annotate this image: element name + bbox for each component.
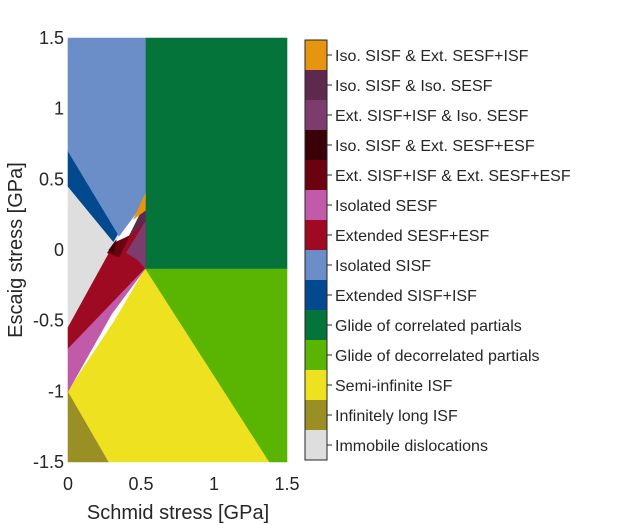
x-axis-ticks: 0 0.5 1 1.5 bbox=[63, 474, 300, 494]
x-tick-label: 1.5 bbox=[274, 474, 299, 494]
x-tick-label: 0 bbox=[63, 474, 73, 494]
y-tick-label: -1 bbox=[48, 381, 64, 401]
y-axis-label: Escaig stress [GPa] bbox=[5, 162, 27, 338]
legend-swatch-ext-sisf-isf-iso-sesf bbox=[305, 100, 327, 131]
legend-label-extended-sesf-esf: Extended SESF+ESF bbox=[335, 228, 490, 245]
legend-label-iso-sisf-iso-sesf: Iso. SISF & Iso. SESF bbox=[335, 78, 493, 95]
legend-swatch-extended-sisf-isf bbox=[305, 280, 327, 311]
legend-label-immobile: Immobile dislocations bbox=[335, 438, 488, 455]
legend-swatch-isolated-sisf bbox=[305, 250, 327, 281]
legend-label-ext-sisf-isf-iso-sesf: Ext. SISF+ISF & Iso. SESF bbox=[335, 108, 529, 125]
legend-label-extended-sisf-isf: Extended SISF+ISF bbox=[335, 288, 477, 305]
legend-label-infinitely-long-isf: Infinitely long ISF bbox=[335, 408, 458, 425]
region-iso-sisf-ext-sesf-isf bbox=[132, 193, 146, 220]
legend-label-iso-sisf-ext-sesf-isf: Iso. SISF & Ext. SESF+ISF bbox=[335, 48, 529, 65]
legend-colorbar bbox=[304, 39, 332, 461]
x-tick-label: 1 bbox=[209, 474, 219, 494]
legend-swatch-infinitely-long-isf bbox=[305, 400, 327, 431]
x-tick-label: 0.5 bbox=[128, 474, 153, 494]
region-isolated-sesf bbox=[67, 268, 146, 393]
region-isolated-sisf bbox=[67, 37, 146, 237]
x-axis-label: Schmid stress [GPa] bbox=[87, 502, 269, 524]
legend-swatch-extended-sesf-esf bbox=[305, 220, 327, 251]
legend-label-iso-sisf-ext-sesf-esf: Iso. SISF & Ext. SESF+ESF bbox=[335, 138, 535, 155]
legend-label-glide-correlated: Glide of correlated partials bbox=[335, 318, 522, 335]
region-ext-sisf-isf-iso-sesf bbox=[125, 220, 146, 270]
y-tick-label: -1.5 bbox=[33, 452, 64, 472]
legend-colorbar-border bbox=[304, 39, 328, 461]
legend-swatch-immobile bbox=[305, 430, 327, 461]
legend-swatch-iso-sisf-ext-sesf-esf bbox=[305, 130, 327, 161]
legend-label-ext-sisf-isf-ext-sesf-esf: Ext. SISF+ISF & Ext. SESF+ESF bbox=[335, 168, 571, 185]
legend-label-isolated-sesf: Isolated SESF bbox=[335, 198, 438, 215]
legend-labels: Iso. SISF & Ext. SESF+ISF Iso. SISF & Iso… bbox=[335, 48, 571, 455]
legend-swatch-glide-correlated bbox=[305, 310, 327, 341]
y-axis-ticks: 1.5 1 0.5 0 -0.5 -1 -1.5 bbox=[33, 28, 64, 472]
y-tick-label: 0 bbox=[54, 240, 64, 260]
legend-swatch-isolated-sesf bbox=[305, 190, 327, 221]
legend-swatch-iso-sisf-iso-sesf bbox=[305, 70, 327, 101]
region-glide-correlated bbox=[145, 37, 288, 269]
legend-swatch-semi-infinite-isf bbox=[305, 370, 327, 401]
legend-label-isolated-sisf: Isolated SISF bbox=[335, 258, 431, 275]
legend-label-glide-decorrelated: Glide of decorrelated partials bbox=[335, 348, 540, 365]
legend-swatch-ext-sisf-isf-ext-sesf-esf bbox=[305, 160, 327, 191]
plot-regions bbox=[67, 37, 288, 463]
legend-swatch-glide-decorrelated bbox=[305, 340, 327, 371]
y-tick-label: 0.5 bbox=[39, 169, 64, 189]
y-tick-label: -0.5 bbox=[33, 311, 64, 331]
y-tick-label: 1 bbox=[54, 99, 64, 119]
legend-label-semi-infinite-isf: Semi-infinite ISF bbox=[335, 378, 453, 395]
region-iso-sisf-ext-sesf-esf bbox=[108, 239, 117, 255]
y-tick-label: 1.5 bbox=[39, 28, 64, 48]
legend-swatch-iso-sisf-ext-sesf-isf bbox=[305, 40, 327, 71]
